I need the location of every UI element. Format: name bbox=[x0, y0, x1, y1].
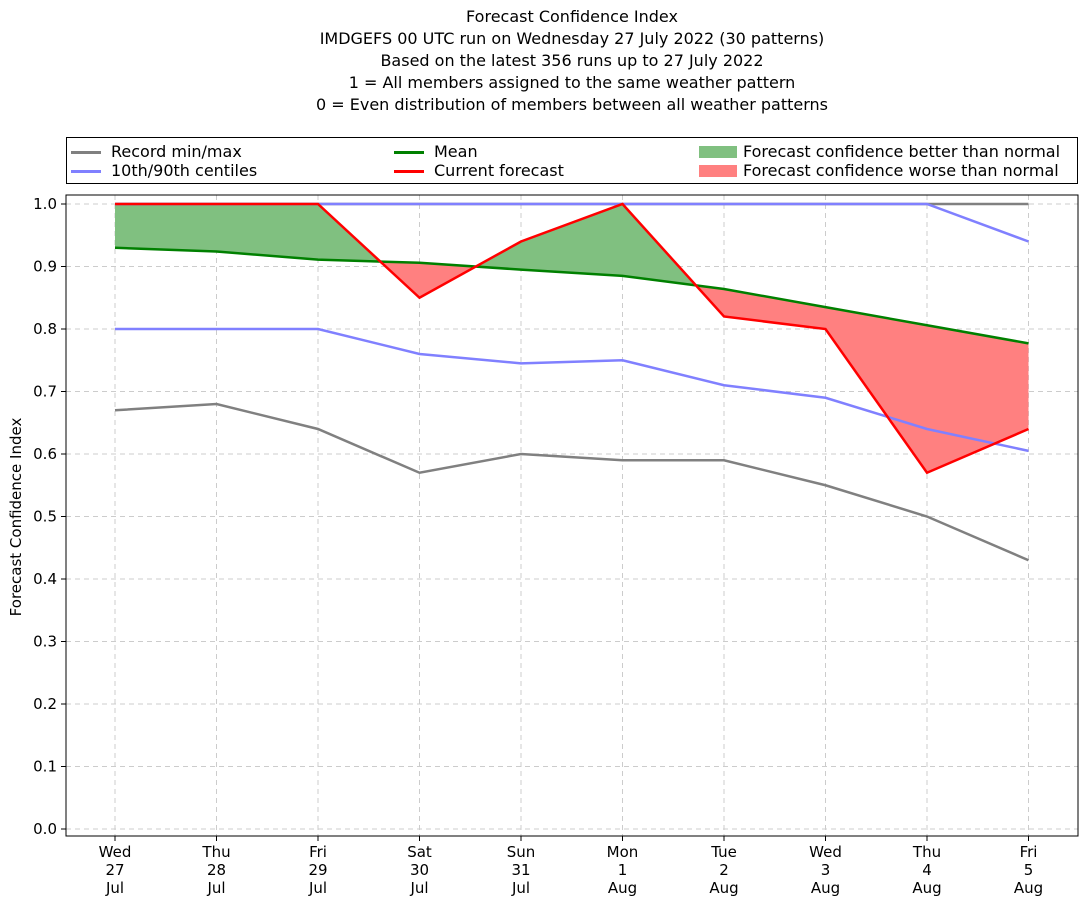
legend-label-better: Forecast confidence better than normal bbox=[743, 142, 1061, 161]
x-tick-label: 31 bbox=[511, 861, 530, 879]
legend-item-worse: Forecast confidence worse than normal bbox=[699, 162, 1059, 180]
x-tick-label: Tue bbox=[710, 843, 737, 861]
x-tick-label: 29 bbox=[308, 861, 327, 879]
plot-frame bbox=[65, 194, 1079, 837]
confidence-fills bbox=[115, 204, 1029, 473]
legend-label-current: Current forecast bbox=[434, 161, 564, 180]
x-tick-label: 3 bbox=[821, 861, 831, 879]
title-line-4: 1 = All members assigned to the same wea… bbox=[348, 73, 796, 92]
x-tick-label: Aug bbox=[912, 879, 941, 897]
legend-label-mean: Mean bbox=[434, 142, 478, 161]
series-lines bbox=[114, 202, 1029, 562]
legend-swatch-better bbox=[699, 146, 737, 158]
axis-ticks: 0.00.10.20.30.40.50.60.70.80.91.0Wed27Ju… bbox=[33, 195, 1043, 897]
y-tick-label: 0.6 bbox=[33, 445, 57, 463]
title-line-3: Based on the latest 356 runs up to 27 Ju… bbox=[380, 51, 764, 70]
legend-item-mean: Mean bbox=[394, 143, 478, 161]
legend-label-record: Record min/max bbox=[111, 142, 242, 161]
chart-title: Forecast Confidence Index IMDGEFS 00 UTC… bbox=[0, 6, 1092, 116]
x-tick-label: Thu bbox=[912, 843, 941, 861]
x-tick-label: 5 bbox=[1024, 861, 1034, 879]
legend-swatch-mean bbox=[394, 150, 424, 154]
x-tick-label: Aug bbox=[709, 879, 738, 897]
y-tick-label: 0.5 bbox=[33, 508, 57, 526]
x-tick-label: Fri bbox=[1020, 843, 1038, 861]
y-tick-label: 0.1 bbox=[33, 758, 57, 776]
legend-swatch-current bbox=[394, 169, 424, 173]
x-tick-label: Jul bbox=[308, 879, 327, 897]
x-tick-label: Mon bbox=[607, 843, 639, 861]
legend-label-centiles: 10th/90th centiles bbox=[111, 161, 258, 180]
legend-item-better: Forecast confidence better than normal bbox=[699, 143, 1060, 161]
x-tick-label: Jul bbox=[511, 879, 530, 897]
legend-swatch-record bbox=[71, 150, 101, 154]
x-tick-label: 28 bbox=[207, 861, 226, 879]
x-tick-label: Wed bbox=[99, 843, 132, 861]
legend-item-record: Record min/max bbox=[71, 143, 242, 161]
title-line-2: IMDGEFS 00 UTC run on Wednesday 27 July … bbox=[319, 29, 825, 48]
x-tick-label: 1 bbox=[618, 861, 628, 879]
fill-worse-than-normal bbox=[927, 325, 1029, 473]
x-tick-label: Fri bbox=[309, 843, 327, 861]
x-tick-label: Aug bbox=[811, 879, 840, 897]
y-tick-label: 0.8 bbox=[33, 320, 57, 338]
legend-item-current: Current forecast bbox=[394, 162, 564, 180]
x-tick-label: Aug bbox=[1014, 879, 1043, 897]
legend-label-worse: Forecast confidence worse than normal bbox=[743, 161, 1059, 180]
legend-swatch-worse bbox=[699, 165, 737, 177]
x-tick-label: Sun bbox=[507, 843, 536, 861]
x-tick-label: Jul bbox=[206, 879, 225, 897]
x-tick-label: Thu bbox=[201, 843, 230, 861]
x-tick-label: 27 bbox=[105, 861, 124, 879]
x-tick-label: 4 bbox=[922, 861, 932, 879]
fill-better-than-normal bbox=[521, 204, 623, 276]
x-tick-label: Aug bbox=[608, 879, 637, 897]
fill-worse-than-normal bbox=[825, 307, 927, 473]
x-tick-label: 30 bbox=[410, 861, 429, 879]
y-tick-label: 0.2 bbox=[33, 695, 57, 713]
x-tick-label: Wed bbox=[809, 843, 842, 861]
mean-line bbox=[114, 246, 1029, 345]
y-tick-label: 0.9 bbox=[33, 258, 57, 276]
x-tick-label: Jul bbox=[105, 879, 124, 897]
y-tick-label: 0.3 bbox=[33, 633, 57, 651]
y-tick-label: 0.7 bbox=[33, 383, 57, 401]
title-line-5: 0 = Even distribution of members between… bbox=[315, 95, 829, 114]
y-tick-label: 0.4 bbox=[33, 570, 57, 588]
legend-swatch-centiles bbox=[71, 169, 101, 173]
y-tick-label: 0.0 bbox=[33, 820, 57, 838]
legend-item-centiles: 10th/90th centiles bbox=[71, 162, 257, 180]
y-tick-label: 1.0 bbox=[33, 195, 57, 213]
x-tick-label: Sat bbox=[407, 843, 432, 861]
x-tick-label: Jul bbox=[409, 879, 428, 897]
chart-legend: Record min/max 10th/90th centiles Mean C… bbox=[66, 137, 1078, 184]
record-min-line bbox=[114, 402, 1029, 562]
fill-better-than-normal bbox=[216, 204, 318, 260]
p10-centile-line bbox=[115, 327, 1029, 453]
fill-better-than-normal bbox=[115, 204, 217, 252]
title-line-1: Forecast Confidence Index bbox=[466, 7, 678, 26]
x-tick-label: 2 bbox=[719, 861, 729, 879]
current-forecast-line bbox=[115, 202, 1029, 475]
